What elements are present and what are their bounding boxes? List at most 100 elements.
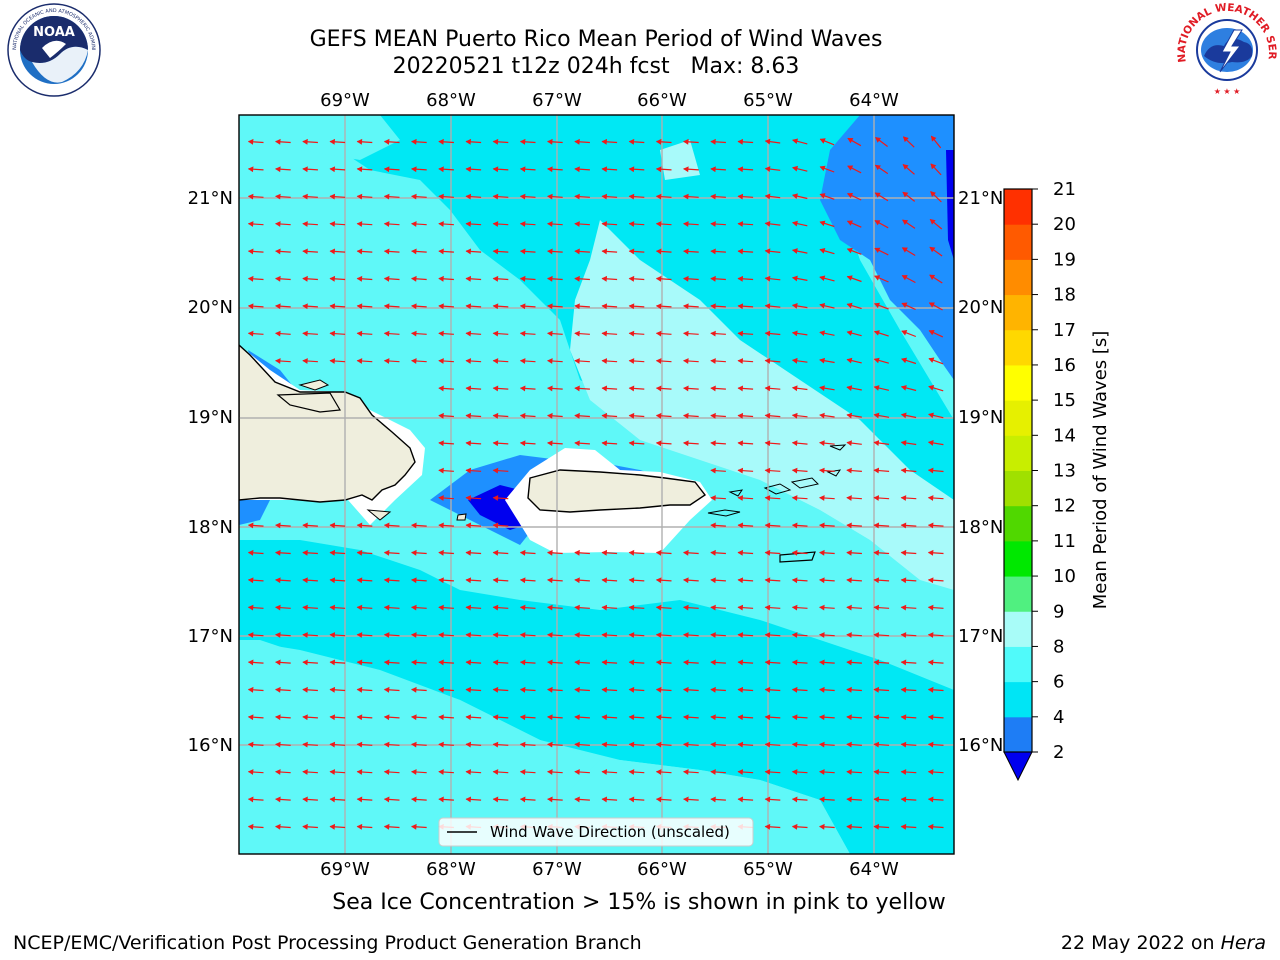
wave-arrow-head bbox=[847, 192, 854, 199]
wave-arrow-head bbox=[930, 191, 936, 197]
wave-arrow-head bbox=[438, 358, 444, 364]
wave-arrow-head bbox=[764, 796, 771, 803]
wave-arrow-head bbox=[356, 303, 363, 310]
wave-arrow-head bbox=[601, 577, 608, 584]
wave-arrow-head bbox=[247, 221, 254, 227]
wave-arrow-head bbox=[902, 164, 909, 170]
wave-arrow-head bbox=[329, 823, 336, 830]
wave-arrow-head bbox=[929, 274, 936, 280]
wave-arrow-head bbox=[329, 248, 336, 255]
wave-arrow-head bbox=[737, 796, 744, 803]
wave-arrow-head bbox=[737, 275, 744, 282]
wave-arrow-head bbox=[519, 303, 526, 310]
wave-arrow-head bbox=[492, 632, 499, 638]
wave-arrow-head bbox=[792, 138, 799, 145]
wave-arrow-head bbox=[928, 329, 935, 336]
wave-arrow-head bbox=[819, 385, 825, 392]
wave-arrow-head bbox=[900, 823, 907, 830]
wave-arrow-head bbox=[683, 412, 689, 419]
wave-arrow-head bbox=[383, 769, 390, 775]
wave-arrow-head bbox=[710, 166, 716, 173]
wave-arrow-head bbox=[492, 522, 499, 529]
wave-arrow-head bbox=[764, 221, 771, 227]
wave-arrow-head bbox=[873, 741, 880, 748]
colorbar-extend-arrow bbox=[1003, 751, 1033, 782]
wave-arrow-head bbox=[601, 604, 608, 611]
wave-arrow-head bbox=[873, 467, 880, 474]
wave-arrow-head bbox=[710, 138, 716, 145]
wave-arrow-head bbox=[547, 741, 553, 748]
wave-arrow-head bbox=[519, 440, 526, 447]
wave-arrow-head bbox=[601, 741, 608, 748]
lon-label: 68°W bbox=[426, 90, 476, 111]
wave-arrow-head bbox=[791, 385, 798, 392]
wave-arrow-head bbox=[683, 769, 689, 775]
wave-arrow-head bbox=[329, 358, 336, 364]
period-band-2-4 bbox=[820, 115, 954, 380]
wave-arrow-head bbox=[927, 604, 934, 611]
colorbar-segment bbox=[1004, 329, 1032, 366]
chart-title: GEFS MEAN Puerto Rico Mean Period of Win… bbox=[309, 27, 883, 52]
wave-arrow-head bbox=[846, 549, 852, 556]
wave-arrow-head bbox=[519, 358, 526, 364]
wave-arrow-head bbox=[873, 686, 880, 693]
wave-arrow-head bbox=[519, 577, 526, 584]
wave-arrow-head bbox=[929, 218, 936, 225]
wave-arrow-head bbox=[655, 604, 662, 611]
colorbar-tick-label: 4 bbox=[1053, 707, 1064, 728]
wave-arrow-head bbox=[764, 385, 771, 392]
wave-arrow-head bbox=[356, 275, 363, 282]
wave-arrow-head bbox=[601, 275, 608, 282]
wave-arrow-head bbox=[356, 686, 363, 693]
wave-arrow-head bbox=[710, 741, 716, 748]
wave-arrow-head bbox=[438, 166, 444, 173]
wave-arrow-head bbox=[873, 522, 880, 529]
wave-arrow-head bbox=[628, 714, 635, 721]
wave-arrow-head bbox=[710, 385, 716, 392]
wave-arrow-head bbox=[683, 138, 689, 145]
wave-arrow-head bbox=[927, 467, 934, 474]
wave-arrow-head bbox=[628, 303, 635, 310]
wave-arrow-head bbox=[900, 467, 907, 474]
noaa-logo-icon: NOAA NATIONAL OCEANIC AND ATMOSPHERIC AD… bbox=[2, 2, 101, 97]
wave-arrow-head bbox=[601, 385, 608, 392]
wave-arrow-head bbox=[519, 604, 526, 611]
wave-arrow-head bbox=[383, 741, 390, 748]
wave-arrow-head bbox=[900, 385, 907, 391]
wave-arrow-head bbox=[492, 138, 499, 145]
wave-arrow-head bbox=[356, 138, 363, 145]
wave-arrow-head bbox=[247, 769, 254, 775]
wave-arrow-head bbox=[275, 248, 281, 255]
wave-arrow-head bbox=[737, 467, 744, 474]
wave-arrow-head bbox=[547, 659, 553, 666]
wave-arrow-head bbox=[683, 440, 689, 447]
wave-arrow-head bbox=[492, 604, 499, 611]
lat-label: 16°N bbox=[958, 735, 1003, 756]
wave-arrow-head bbox=[791, 440, 798, 447]
wave-arrow-head bbox=[902, 191, 909, 198]
wave-arrow-head bbox=[547, 440, 553, 447]
wave-arrow-head bbox=[547, 549, 553, 556]
wave-arrow-head bbox=[791, 330, 798, 337]
wave-arrow-head bbox=[574, 741, 580, 748]
wave-arrow-head bbox=[492, 221, 499, 227]
wave-arrow-head bbox=[764, 358, 771, 364]
wave-arrow-head bbox=[927, 741, 934, 748]
wave-arrow-head bbox=[927, 686, 934, 693]
wave-arrow-head bbox=[275, 659, 281, 666]
wave-arrow-head bbox=[846, 247, 853, 254]
wave-arrow-head bbox=[411, 303, 417, 310]
wave-arrow-head bbox=[383, 193, 390, 200]
lat-label: 21°N bbox=[958, 188, 1003, 209]
wave-arrow-head bbox=[411, 193, 417, 200]
wave-arrow-head bbox=[438, 440, 444, 447]
wave-arrow-head bbox=[302, 303, 308, 310]
wave-arrow-head bbox=[846, 604, 852, 611]
wave-arrow-head bbox=[465, 275, 472, 282]
wave-arrow-head bbox=[329, 686, 336, 693]
colorbar-segment bbox=[1004, 224, 1032, 260]
colorbar-segment bbox=[1004, 716, 1032, 753]
wave-arrow-head bbox=[356, 769, 363, 775]
wave-arrow-head bbox=[819, 193, 826, 199]
wave-arrow-head bbox=[275, 686, 281, 693]
